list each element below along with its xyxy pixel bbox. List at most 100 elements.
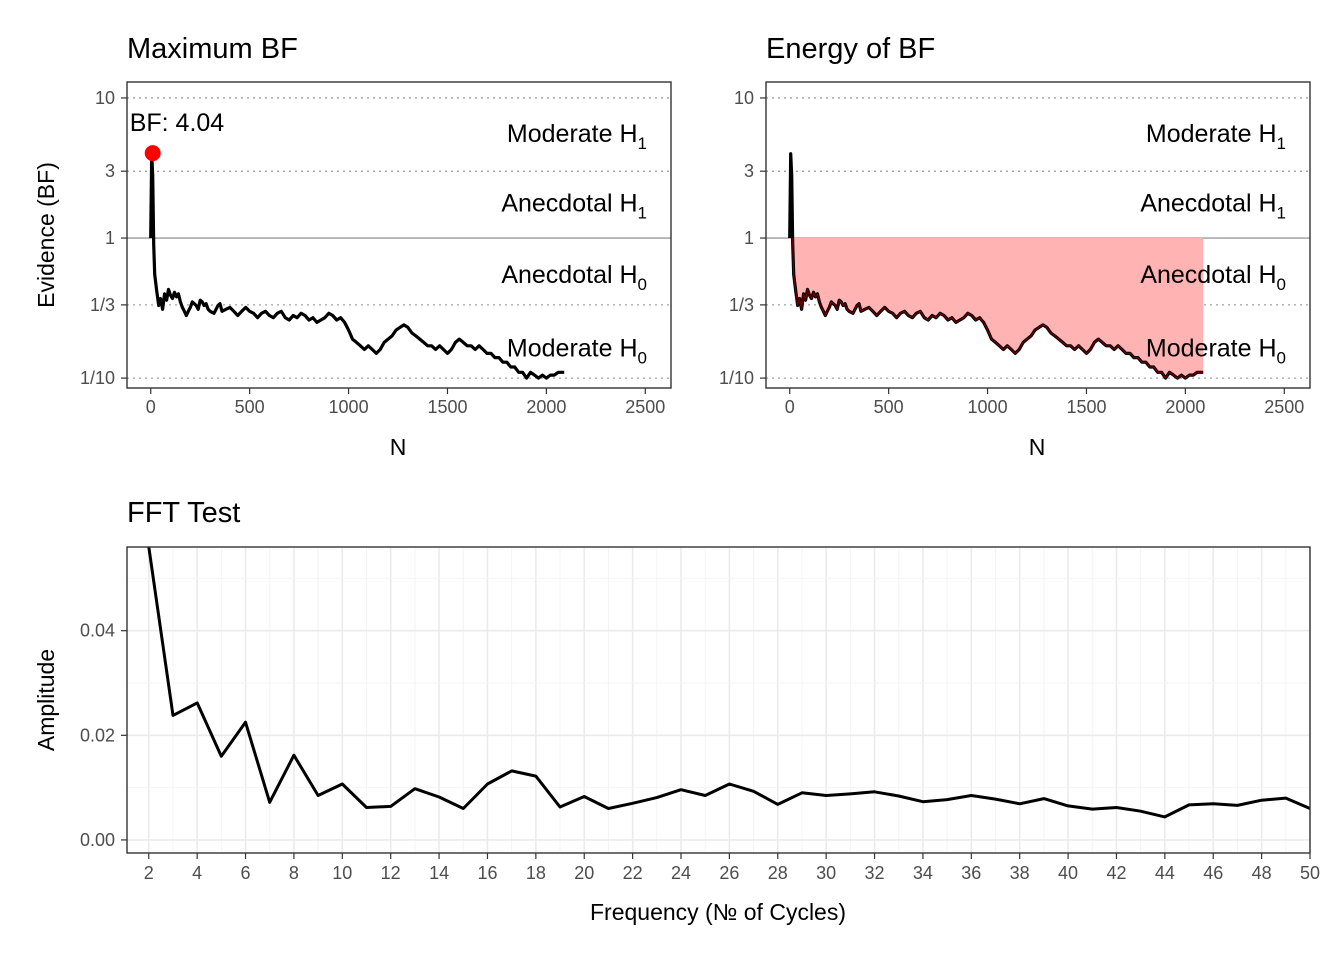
x-tick-label: 26 [719, 863, 739, 883]
region-label-main: Moderate H [507, 120, 638, 148]
grid-lines [127, 547, 1311, 853]
x-tick-label: 10 [332, 863, 352, 883]
y-tick-label: 0.02 [80, 725, 115, 745]
x-tick-label: 2500 [1264, 397, 1304, 417]
y-tick-label: 1/3 [90, 295, 115, 315]
y-tick-label: 1/10 [80, 368, 115, 388]
x-tick-label: 2000 [1165, 397, 1205, 417]
max-bf-point [144, 145, 161, 162]
x-axis-label: N [1029, 434, 1046, 460]
max-bf-label: BF: 4.04 [130, 109, 225, 137]
max-bf-marker: BF: 4.04 [130, 109, 225, 162]
y-tick-label: 1 [105, 228, 115, 248]
plot-background [127, 82, 671, 388]
region-label-main: Anecdotal H [1140, 261, 1276, 289]
region-label-main: Moderate H [1146, 335, 1277, 363]
x-axis-label: Frequency (№ of Cycles) [590, 899, 846, 925]
region-label-main: Moderate H [507, 335, 638, 363]
region-label: Moderate H0 [1146, 335, 1286, 368]
bf-line [149, 152, 565, 380]
x-tick-label: 8 [289, 863, 299, 883]
panel-title: Maximum BF [127, 33, 298, 65]
plot-background [766, 82, 1310, 388]
x-tick-label: 24 [671, 863, 691, 883]
x-tick-label: 2 [144, 863, 154, 883]
x-tick-label: 500 [874, 397, 904, 417]
x-tick-label: 28 [768, 863, 788, 883]
x-axis-label: N [390, 434, 407, 460]
y-tick-label: 10 [734, 88, 754, 108]
y-tick-label: 1/10 [719, 368, 754, 388]
panel-title: Energy of BF [766, 33, 935, 65]
x-tick-label: 48 [1252, 863, 1272, 883]
region-label: Moderate H1 [507, 120, 647, 153]
region-label-main: Anecdotal H [501, 261, 637, 289]
bf-sequence [149, 152, 565, 380]
bf-sequence [788, 152, 1204, 380]
plot-border [765, 81, 1311, 389]
x-tick-label: 32 [865, 863, 885, 883]
y-axis-label: Amplitude [33, 649, 59, 751]
x-tick-label: 30 [816, 863, 836, 883]
x-axis-ticks: 0 500 1000 1500 2000 2500 [785, 388, 1304, 417]
x-tick-label: 42 [1106, 863, 1126, 883]
x-tick-label: 34 [913, 863, 933, 883]
x-tick-label: 2500 [625, 397, 665, 417]
region-label-subscript: 0 [1277, 349, 1286, 368]
plot-border [126, 81, 672, 389]
x-tick-label: 1500 [1066, 397, 1106, 417]
region-label-subscript: 1 [638, 134, 647, 153]
region-label: Anecdotal H0 [501, 261, 647, 294]
region-label-subscript: 0 [638, 349, 647, 368]
x-tick-label: 22 [623, 863, 643, 883]
region-label-subscript: 1 [638, 203, 647, 222]
plot-background [127, 547, 1310, 853]
x-axis-ticks: 0 500 1000 1500 2000 2500 [146, 388, 665, 417]
panel-title: FFT Test [127, 497, 240, 529]
x-axis-ticks: 2 4 6 8 10 12 14 16 18 20 22 24 26 28 30 32 34 36 38 40 42 44… [144, 853, 1320, 883]
x-tick-label: 1000 [968, 397, 1008, 417]
region-label-main: Moderate H [1146, 120, 1277, 148]
region-label: Anecdotal H1 [1140, 189, 1286, 222]
x-tick-label: 0 [146, 397, 156, 417]
region-label-main: Anecdotal H [501, 189, 637, 217]
region-label-subscript: 1 [1277, 134, 1286, 153]
region-label: Moderate H1 [1146, 120, 1286, 153]
y-tick-label: 10 [95, 88, 115, 108]
region-label: Moderate H0 [507, 335, 647, 368]
region-label-main: Anecdotal H [1140, 189, 1276, 217]
x-tick-label: 38 [1010, 863, 1030, 883]
region-label-subscript: 0 [1277, 275, 1286, 294]
plot-border [126, 546, 1311, 854]
energy-area [792, 238, 1204, 379]
x-tick-label: 1000 [329, 397, 369, 417]
region-label-subscript: 0 [638, 275, 647, 294]
y-axis-ticks: 10 3 1 1/3 1/10 [80, 88, 127, 388]
y-tick-label: 1 [744, 228, 754, 248]
x-tick-label: 16 [477, 863, 497, 883]
x-tick-label: 500 [235, 397, 265, 417]
y-tick-label: 3 [744, 161, 754, 181]
x-tick-label: 18 [526, 863, 546, 883]
panel-fft-test: FFT Test 0.000.020.04 2 4 6 8 10 12 14 16 18 20 22… [33, 497, 1320, 925]
y-axis-label: Evidence (BF) [33, 162, 59, 308]
x-tick-label: 2000 [526, 397, 566, 417]
x-tick-label: 12 [381, 863, 401, 883]
y-tick-label: 3 [105, 161, 115, 181]
bf-line-highlight [792, 238, 1204, 379]
x-tick-label: 44 [1155, 863, 1175, 883]
x-tick-label: 20 [574, 863, 594, 883]
fft-line [147, 547, 1310, 819]
x-tick-label: 1500 [427, 397, 467, 417]
region-label-subscript: 1 [1277, 203, 1286, 222]
x-tick-label: 14 [429, 863, 449, 883]
x-tick-label: 40 [1058, 863, 1078, 883]
x-tick-label: 4 [192, 863, 202, 883]
x-tick-label: 50 [1300, 863, 1320, 883]
y-tick-label: 0.04 [80, 621, 115, 641]
x-tick-label: 0 [785, 397, 795, 417]
